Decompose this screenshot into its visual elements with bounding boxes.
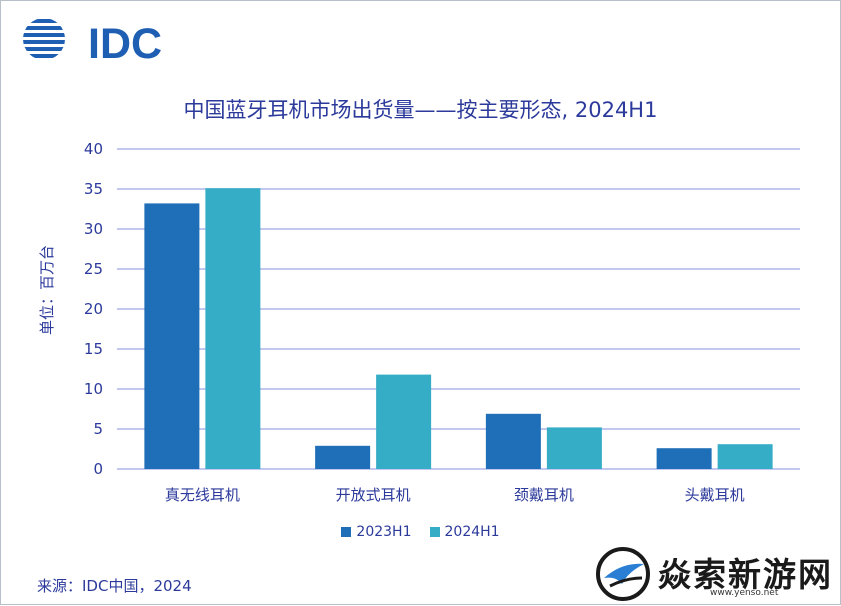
bar-2023h1-3: [656, 448, 712, 469]
bar-2023h1-1: [315, 445, 371, 469]
chart-title: 中国蓝牙耳机市场出货量——按主要形态, 2024H1: [183, 98, 658, 122]
y-tick-label-20: 20: [84, 300, 103, 318]
bar-2023h1-2: [485, 413, 541, 469]
legend-item-2024h1: 2024H1: [429, 524, 500, 540]
y-tick-label-0: 0: [93, 460, 103, 478]
legend-swatch-2024h1: [429, 527, 440, 537]
legend-label-2024h1: 2024H1: [444, 524, 500, 540]
watermark-url: www.yenso.net: [710, 588, 779, 598]
y-tick-label-30: 30: [84, 220, 103, 238]
x-tick-label-2: 颈戴耳机: [514, 486, 574, 504]
globe-icon: [23, 19, 65, 58]
bar-2024h1-3: [717, 444, 773, 469]
legend-item-2023h1: 2023H1: [341, 524, 412, 540]
watermark-text: 焱索新游网: [658, 555, 833, 594]
legend-swatch-2023h1: [341, 527, 352, 537]
y-tick-label-40: 40: [84, 140, 103, 158]
legend: 2023H1 2024H1: [0, 524, 841, 540]
x-tick-label-3: 头戴耳机: [685, 486, 745, 504]
y-tick-label-25: 25: [84, 260, 103, 278]
watermark-logo-icon: [596, 547, 650, 601]
watermark: 焱索新游网 www.yenso.net: [592, 544, 838, 602]
x-tick-label-0: 真无线耳机: [165, 486, 240, 504]
y-tick-label-35: 35: [84, 180, 103, 198]
bar-2024h1-1: [376, 374, 432, 469]
bar-2024h1-2: [546, 427, 602, 469]
idc-logo: IDC: [22, 14, 172, 66]
logo-text: IDC: [88, 20, 163, 68]
source-note: 来源：IDC中国，2024: [37, 577, 192, 595]
legend-label-2023h1: 2023H1: [356, 524, 412, 540]
bar-2023h1-0: [144, 203, 200, 469]
x-tick-label-1: 开放式耳机: [336, 486, 411, 504]
y-tick-label-5: 5: [93, 420, 103, 438]
y-tick-label-15: 15: [84, 340, 103, 358]
y-tick-label-10: 10: [84, 380, 103, 398]
bar-2024h1-0: [205, 188, 261, 469]
